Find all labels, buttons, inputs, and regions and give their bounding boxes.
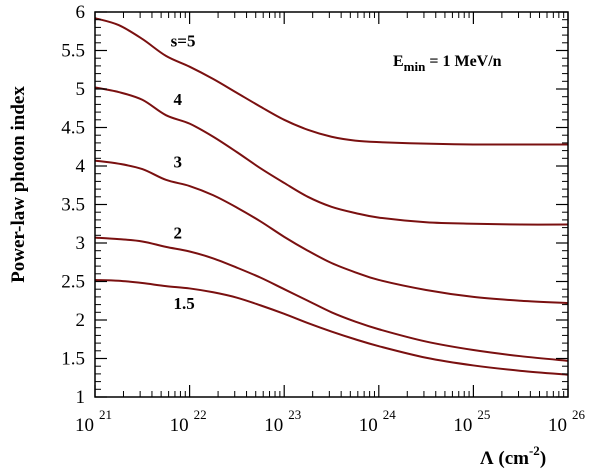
x-tick-base: 10 bbox=[264, 415, 283, 436]
x-tick-label: 10 24 bbox=[359, 407, 397, 436]
y-tick-labels: 1 1.5 2 2.5 3 3.5 4 4.5 5 5.5 6 bbox=[61, 2, 85, 408]
plot-frame bbox=[94, 11, 569, 398]
emin-prefix: E bbox=[393, 53, 404, 70]
series-line bbox=[94, 17, 568, 146]
y-tick-label: 5 bbox=[76, 79, 86, 100]
x-tick-exponent: 22 bbox=[194, 407, 207, 422]
x-tick-base: 10 bbox=[548, 415, 567, 436]
emin-subscript: min bbox=[404, 59, 426, 74]
series-label: 1.5 bbox=[174, 294, 195, 313]
y-tick-label: 4 bbox=[76, 156, 86, 177]
y-axis-title: Power-law photon index bbox=[8, 86, 29, 283]
x-axis-title: Λ (cm-2) bbox=[480, 443, 546, 469]
x-tick-exponent: 26 bbox=[572, 407, 586, 422]
y-tick-label: 2.5 bbox=[61, 272, 85, 293]
x-tick-exponent: 24 bbox=[383, 407, 397, 422]
x-tick-base: 10 bbox=[453, 415, 472, 436]
emin-suffix: = 1 MeV/n bbox=[425, 53, 501, 70]
series-line bbox=[94, 278, 569, 376]
series-label: 2 bbox=[174, 223, 183, 242]
x-axis-title-main: Λ (cm bbox=[480, 448, 529, 469]
series-label: 4 bbox=[174, 90, 183, 109]
x-tick-base: 10 bbox=[359, 415, 378, 436]
series-layer bbox=[94, 17, 569, 376]
y-tick-label: 1 bbox=[76, 387, 86, 408]
x-tick-labels: 10 21 10 22 10 23 10 24 10 25 10 26 bbox=[75, 407, 586, 436]
y-tick-label: 2 bbox=[76, 310, 86, 331]
x-tick-exponent: 21 bbox=[99, 407, 112, 422]
x-tick-label: 10 23 bbox=[264, 407, 301, 436]
x-tick-label: 10 26 bbox=[548, 407, 586, 436]
series-labels: s=5 4 3 2 1.5 bbox=[171, 32, 196, 314]
x-tick-label: 10 25 bbox=[453, 407, 490, 436]
x-tick-label: 10 22 bbox=[170, 407, 207, 436]
y-tick-label: 3.5 bbox=[61, 195, 85, 216]
series-line bbox=[94, 236, 569, 362]
y-tick-label: 5.5 bbox=[61, 41, 85, 62]
emin-annotation: Emin = 1 MeV/n bbox=[393, 53, 502, 74]
series-line bbox=[94, 159, 569, 305]
series-line bbox=[94, 86, 569, 226]
x-axis-title-exponent: -2 bbox=[529, 443, 540, 458]
series-label: s=5 bbox=[171, 32, 196, 51]
x-axis-title-close: ) bbox=[540, 448, 546, 469]
x-tick-label: 10 21 bbox=[75, 407, 112, 436]
x-tick-base: 10 bbox=[170, 415, 189, 436]
x-tick-exponent: 25 bbox=[477, 407, 490, 422]
series-label: 3 bbox=[174, 153, 183, 172]
x-tick-exponent: 23 bbox=[288, 407, 301, 422]
y-tick-label: 1.5 bbox=[61, 349, 85, 370]
y-tick-label: 3 bbox=[76, 233, 86, 254]
x-tick-base: 10 bbox=[75, 415, 94, 436]
y-tick-label: 6 bbox=[76, 2, 86, 23]
y-tick-label: 4.5 bbox=[61, 118, 85, 139]
